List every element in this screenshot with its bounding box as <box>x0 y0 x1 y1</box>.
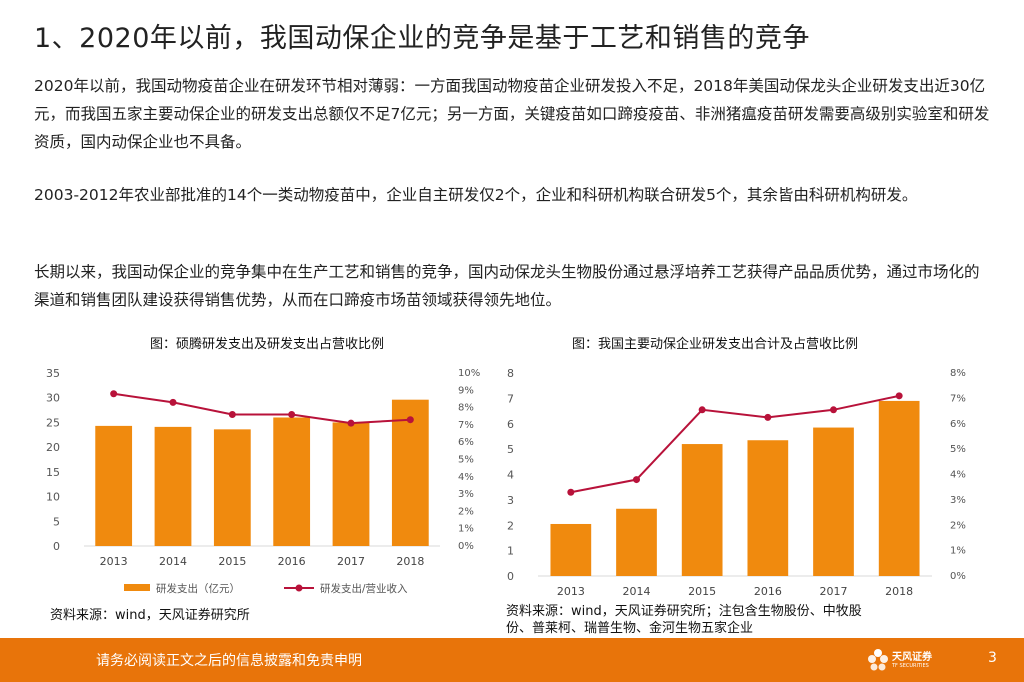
x-tick-label: 2017 <box>337 555 365 568</box>
y-right-tick-label: 6% <box>950 419 966 430</box>
chart-2-title: 图：我国主要动保企业研发支出合计及占营收比例 <box>572 337 859 352</box>
line-point <box>110 390 118 398</box>
tf-securities-logo: 天风证券 TF SECURITIES <box>866 646 936 676</box>
y-right-tick-label: 0% <box>950 571 966 582</box>
bar <box>681 444 723 576</box>
y-right-tick-label: 2% <box>950 520 966 531</box>
y-left-tick-label: 8 <box>507 367 514 380</box>
legend-line-marker <box>295 584 303 592</box>
chart-1: 0 5 10 15 20 25 30 35 0% 1% 2% 3% 4% 5% 6% 7% 8% 9% 10% 201… <box>46 367 480 595</box>
y-right-tick-label: 5% <box>950 444 966 455</box>
logo-name: 天风证券 <box>892 652 932 663</box>
y-right-tick-label: 2% <box>458 506 474 517</box>
y-left-tick-label: 4 <box>507 469 514 482</box>
line-point <box>633 476 640 484</box>
logo-subtitle: TF SECURITIES <box>892 663 929 669</box>
bar <box>154 426 192 546</box>
x-tick-label: 2017 <box>820 585 848 598</box>
y-right-tick-label: 9% <box>458 385 474 396</box>
line-point <box>288 411 296 419</box>
line-point <box>228 411 236 419</box>
x-tick-label: 2018 <box>396 555 424 568</box>
page-title: 1、2020年以前，我国动保企业的竞争是基于工艺和销售的竞争 <box>34 23 810 54</box>
y-right-tick-label: 10% <box>458 368 480 379</box>
source-right: 资料来源：wind，天风证券研究所；注包含生物股份、中牧股份、普莱柯、瑞普生物、… <box>506 604 862 636</box>
y-left-tick-label: 0 <box>53 540 60 553</box>
bar <box>95 425 133 546</box>
y-left-tick-label: 6 <box>507 418 514 431</box>
y-left-tick-label: 25 <box>46 416 60 429</box>
bar <box>213 429 251 546</box>
bar <box>391 399 429 546</box>
y-right-tick-label: 4% <box>458 472 474 483</box>
y-left-tick-label: 0 <box>507 570 514 583</box>
legend-bar-swatch <box>124 584 150 591</box>
x-tick-label: 2016 <box>754 585 782 598</box>
y-right-tick-label: 3% <box>458 489 474 500</box>
line-point <box>830 406 837 414</box>
x-tick-label: 2014 <box>159 555 187 568</box>
x-tick-label: 2015 <box>218 555 246 568</box>
bar <box>878 400 920 576</box>
y-left-tick-label: 30 <box>46 392 60 405</box>
y-left-tick-label: 7 <box>507 392 514 405</box>
flower-logo-icon <box>868 649 888 671</box>
bar <box>616 508 657 576</box>
x-tick-label: 2014 <box>623 585 651 598</box>
y-right-tick-label: 3% <box>950 495 966 506</box>
bar <box>747 440 789 576</box>
y-right-tick-label: 8% <box>950 368 966 379</box>
source-left: 资料来源：wind，天风证券研究所 <box>50 608 250 623</box>
line-point <box>698 406 706 414</box>
chart-1-title: 图：硕腾研发支出及研发支出占营收比例 <box>150 337 385 352</box>
y-right-tick-label: 4% <box>950 470 966 481</box>
line-point <box>764 413 772 421</box>
line-point <box>895 392 903 400</box>
y-right-tick-label: 1% <box>950 546 966 557</box>
y-right-tick-label: 8% <box>458 403 474 414</box>
paragraph-3: 长期以来，我国动保企业的竞争集中在生产工艺和销售的竞争，国内动保龙头生物股份通过… <box>34 263 980 309</box>
x-tick-label: 2015 <box>688 585 716 598</box>
legend-bar-label: 研发支出（亿元） <box>156 582 240 595</box>
page-number: 3 <box>988 650 997 666</box>
paragraph-1: 2020年以前，我国动物疫苗企业在研发环节相对薄弱：一方面我国动物疫苗企业研发投… <box>34 77 990 151</box>
footer-bar: 请务必阅读正文之后的信息披露和免责申明 天风证券 TF SECURITIES 3 <box>0 638 1024 682</box>
y-left-tick-label: 2 <box>507 519 514 532</box>
y-left-tick-label: 1 <box>507 545 514 558</box>
line-point <box>169 398 177 406</box>
x-tick-label: 2018 <box>885 585 913 598</box>
y-right-tick-label: 0% <box>458 541 474 552</box>
chart-2: 0 1 2 3 4 5 6 7 8 0% 1% 2% 3% 4% 5% 6% 7% 8% 2013 2014 2015 2… <box>507 367 966 598</box>
y-right-tick-label: 1% <box>458 524 474 535</box>
y-right-tick-label: 6% <box>458 437 474 448</box>
legend-line-label: 研发支出/营业收入 <box>320 582 408 595</box>
bar <box>273 417 311 546</box>
y-right-tick-label: 5% <box>458 455 474 466</box>
x-tick-label: 2016 <box>278 555 306 568</box>
bar <box>813 427 854 576</box>
x-tick-label: 2013 <box>100 555 128 568</box>
y-left-tick-label: 10 <box>46 491 60 504</box>
line-point <box>567 488 575 496</box>
y-right-tick-label: 7% <box>950 393 966 404</box>
series-line <box>113 392 411 425</box>
y-left-tick-label: 5 <box>507 443 514 456</box>
bar <box>332 422 370 546</box>
paragraph-2: 2003-2012年农业部批准的14个一类动物疫苗中，企业自主研发仅2个，企业和… <box>34 186 918 204</box>
line-point <box>406 416 414 424</box>
y-right-tick-label: 7% <box>458 420 474 431</box>
x-tick-label: 2013 <box>557 585 585 598</box>
y-left-tick-label: 5 <box>53 515 60 528</box>
y-left-tick-label: 35 <box>46 367 60 380</box>
series-line <box>570 394 900 494</box>
y-left-tick-label: 3 <box>507 494 514 507</box>
bar <box>550 523 592 576</box>
line-point <box>347 419 355 427</box>
y-left-tick-label: 20 <box>46 441 60 454</box>
footer-disclaimer: 请务必阅读正文之后的信息披露和免责申明 <box>96 653 362 669</box>
y-left-tick-label: 15 <box>46 466 60 479</box>
